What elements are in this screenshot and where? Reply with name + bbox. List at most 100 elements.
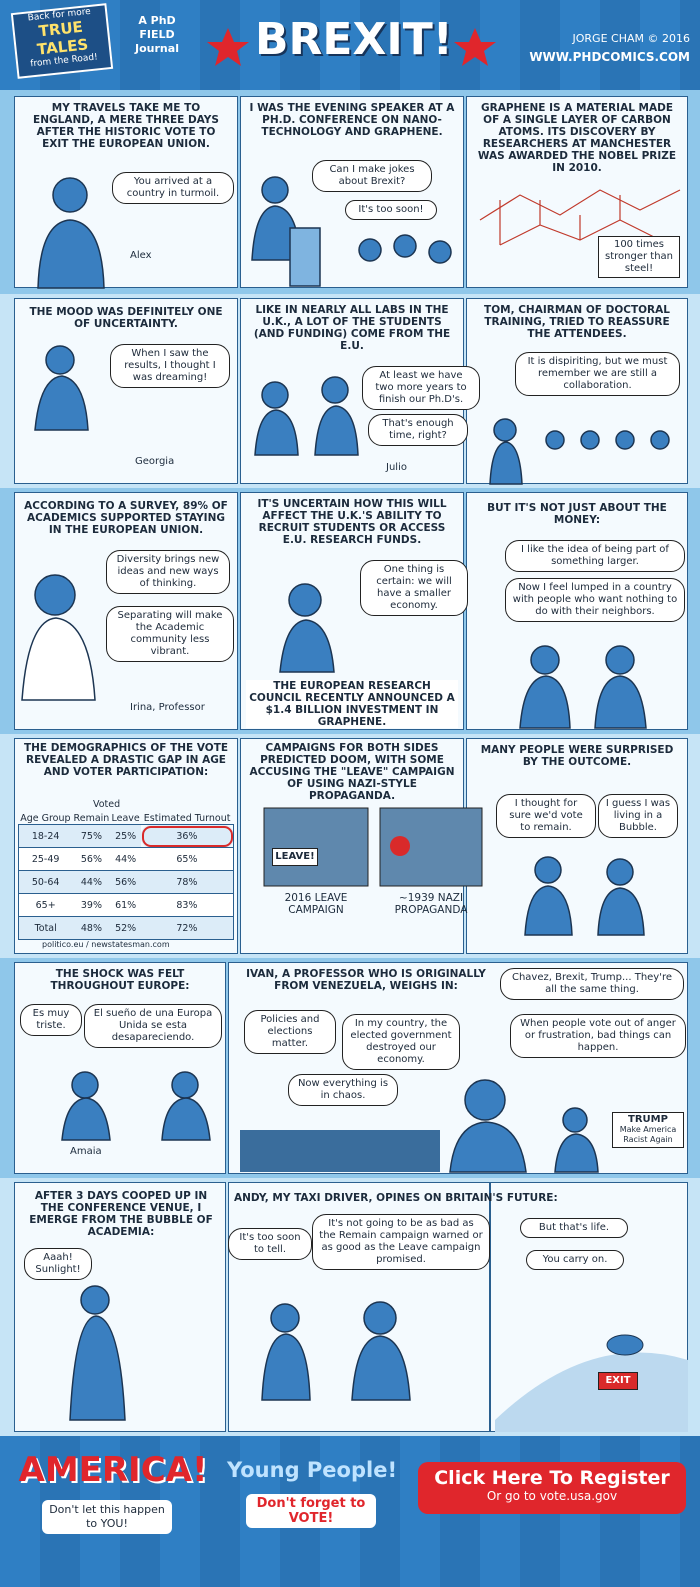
speech-bubble: I guess I was living in a Bubble. — [598, 794, 678, 838]
table-cell: 39% — [80, 899, 102, 911]
speech-bubble: El sueño de una Europa Unida se esta des… — [84, 1004, 222, 1048]
footer-text: Don't forget to VOTE! — [246, 1494, 376, 1528]
caption: THE DEMOGRAPHICS OF THE VOTE REVEALED A … — [23, 742, 229, 778]
caption: BUT IT'S NOT JUST ABOUT THE MONEY: — [487, 502, 667, 526]
vote-table: Voted Age Group Remain Leave Estimated Turno… — [18, 788, 234, 940]
caption: MANY PEOPLE WERE SURPRISED BY THE OUTCOM… — [480, 744, 674, 768]
table-cell: Total — [34, 922, 57, 934]
table-cell: 36% — [141, 825, 234, 848]
caption: ACCORDING TO A SURVEY, 89% OF ACADEMICS … — [24, 500, 228, 536]
table-group: Voted — [92, 799, 121, 810]
speech-bubble: Separating will make the Academic commun… — [106, 606, 234, 662]
speech-bubble: I thought for sure we'd vote to remain. — [496, 794, 596, 838]
register-button[interactable]: Click Here To Register Or go to vote.usa… — [418, 1462, 686, 1514]
speech-bubble: When people vote out of anger or frustra… — [510, 1014, 686, 1058]
table-cell: 25-49 — [31, 853, 60, 865]
caption: I WAS THE EVENING SPEAKER AT A PH.D. CON… — [249, 102, 455, 138]
table-header: Estimated Turnout — [143, 813, 231, 824]
speech-bubble: I like the idea of being part of somethi… — [505, 540, 685, 572]
caption: THE MOOD WAS DEFINITELY ONE OF UNCERTAIN… — [29, 306, 223, 330]
table-group-row: Voted — [19, 788, 234, 810]
table-cell: 75% — [80, 830, 102, 842]
star — [454, 28, 496, 66]
speech-bubble: Es muy triste. — [20, 1004, 82, 1036]
table-header — [19, 788, 73, 810]
photo-label: ~1939 NAZI PROPAGANDA — [394, 892, 468, 916]
header — [0, 0, 700, 90]
footer-text: Don't let this happen to YOU! — [42, 1500, 172, 1534]
photo — [263, 807, 369, 887]
speech-bubble: One thing is certain: we will have a sma… — [360, 560, 468, 616]
caption: IVAN, A PROFESSOR WHO IS ORIGINALLY FROM… — [246, 968, 486, 992]
table-row: 50-64 44% 56% 78% — [18, 870, 234, 894]
journal: A PhD FIELD Journal — [122, 14, 192, 56]
sign-title: TRUMP — [628, 1114, 668, 1125]
speech-bubble: It's too soon to tell. — [228, 1228, 312, 1260]
table-header: Remain — [73, 813, 110, 824]
caption: GRAPHENE IS A MATERIAL MADE OF A SINGLE … — [477, 102, 677, 174]
caption: THE EUROPEAN RESEARCH COUNCIL RECENTLY A… — [246, 680, 458, 728]
speech-bubble: Chavez, Brexit, Trump... They're all the… — [500, 968, 684, 1000]
journal-text: FIELD — [139, 28, 175, 41]
table-cell: 50-64 — [31, 876, 60, 888]
speech-bubble: Can I make jokes about Brexit? — [312, 160, 432, 192]
sign: TRUMP Make America Racist Again — [612, 1112, 684, 1148]
character-name: Georgia — [135, 456, 175, 467]
stars — [207, 28, 496, 66]
table-header-row: Age Group Remain Leave Estimated Turnout — [19, 810, 234, 825]
table-cell: 25% — [115, 830, 137, 842]
table-header — [141, 788, 234, 810]
character-name: Irina, Professor — [130, 702, 205, 713]
star — [207, 28, 249, 66]
caption: THE SHOCK WAS FELT THROUGHOUT EUROPE: — [50, 968, 190, 992]
button-label[interactable]: Click Here To Register — [434, 1467, 670, 1489]
speech-bubble: You carry on. — [526, 1250, 624, 1270]
table-cell: 44% — [80, 876, 102, 888]
footer-title: Young People! — [226, 1458, 398, 1482]
caption: IT'S UNCERTAIN HOW THIS WILL AFFECT THE … — [257, 498, 447, 546]
speech-bubble: At least we have two more years to finis… — [362, 366, 480, 410]
panel — [14, 738, 238, 954]
caption: LIKE IN NEARLY ALL LABS IN THE U.K., A L… — [253, 304, 451, 352]
character-name: Alex — [130, 250, 152, 261]
table-cell: 52% — [115, 922, 137, 934]
journal-text: A PhD — [138, 14, 176, 27]
caption: MY TRAVELS TAKE ME TO ENGLAND, A MERE TH… — [33, 102, 219, 150]
table-header: Age Group — [20, 813, 71, 824]
table-cell: 18-24 — [31, 830, 60, 842]
table-cell: 56% — [80, 853, 102, 865]
speech-bubble: You arrived at a country in turmoil. — [112, 172, 234, 204]
character-name: Amaia — [70, 1146, 102, 1157]
table-cell: 72% — [176, 922, 198, 934]
title: BREXIT! — [255, 14, 453, 65]
speech-bubble: Aaah! Sunlight! — [24, 1248, 92, 1280]
table-header: Leave — [111, 813, 140, 824]
table-row: Total 48% 52% 72% — [18, 916, 234, 940]
table-cell: 61% — [115, 899, 137, 911]
caption: CAMPAIGNS FOR BOTH SIDES PREDICTED DOOM,… — [249, 742, 455, 802]
speech-bubble: Policies and elections matter. — [244, 1010, 336, 1054]
speech-bubble: But that's life. — [520, 1218, 628, 1238]
table-cell: 44% — [115, 853, 137, 865]
table-row: 18-24 75% 25% 36% — [18, 824, 234, 848]
sign: LEAVE! — [272, 848, 318, 866]
table-row: 25-49 56% 44% 65% — [18, 847, 234, 871]
table-cell: 83% — [176, 899, 198, 911]
caption: TOM, CHAIRMAN OF DOCTORAL TRAINING, TRIE… — [484, 304, 670, 340]
speech-bubble: Now everything is in chaos. — [288, 1074, 398, 1106]
sign-text: Make America Racist Again — [619, 1125, 677, 1144]
source: politico.eu / newstatesman.com — [42, 940, 170, 949]
table-cell: 78% — [176, 876, 198, 888]
button-link[interactable]: Or go to vote.usa.gov — [486, 1489, 618, 1503]
table-cell: 65% — [176, 853, 198, 865]
footer-title: AMERICA! — [18, 1450, 208, 1490]
speech-bubble: Diversity brings new ideas and new ways … — [106, 550, 230, 594]
speech-bubble: It's not going to be as bad as the Remai… — [312, 1214, 490, 1270]
photo-label: 2016 LEAVE CAMPAIGN — [284, 892, 348, 916]
table-row: 65+ 39% 61% 83% — [18, 893, 234, 917]
sign: EXIT — [598, 1372, 638, 1390]
speech-bubble: It is dispiriting, but we must remember … — [515, 352, 680, 396]
table-cell: 48% — [80, 922, 102, 934]
speech-bubble: In my country, the elected government de… — [342, 1014, 460, 1070]
journal-text: Journal — [135, 42, 179, 55]
